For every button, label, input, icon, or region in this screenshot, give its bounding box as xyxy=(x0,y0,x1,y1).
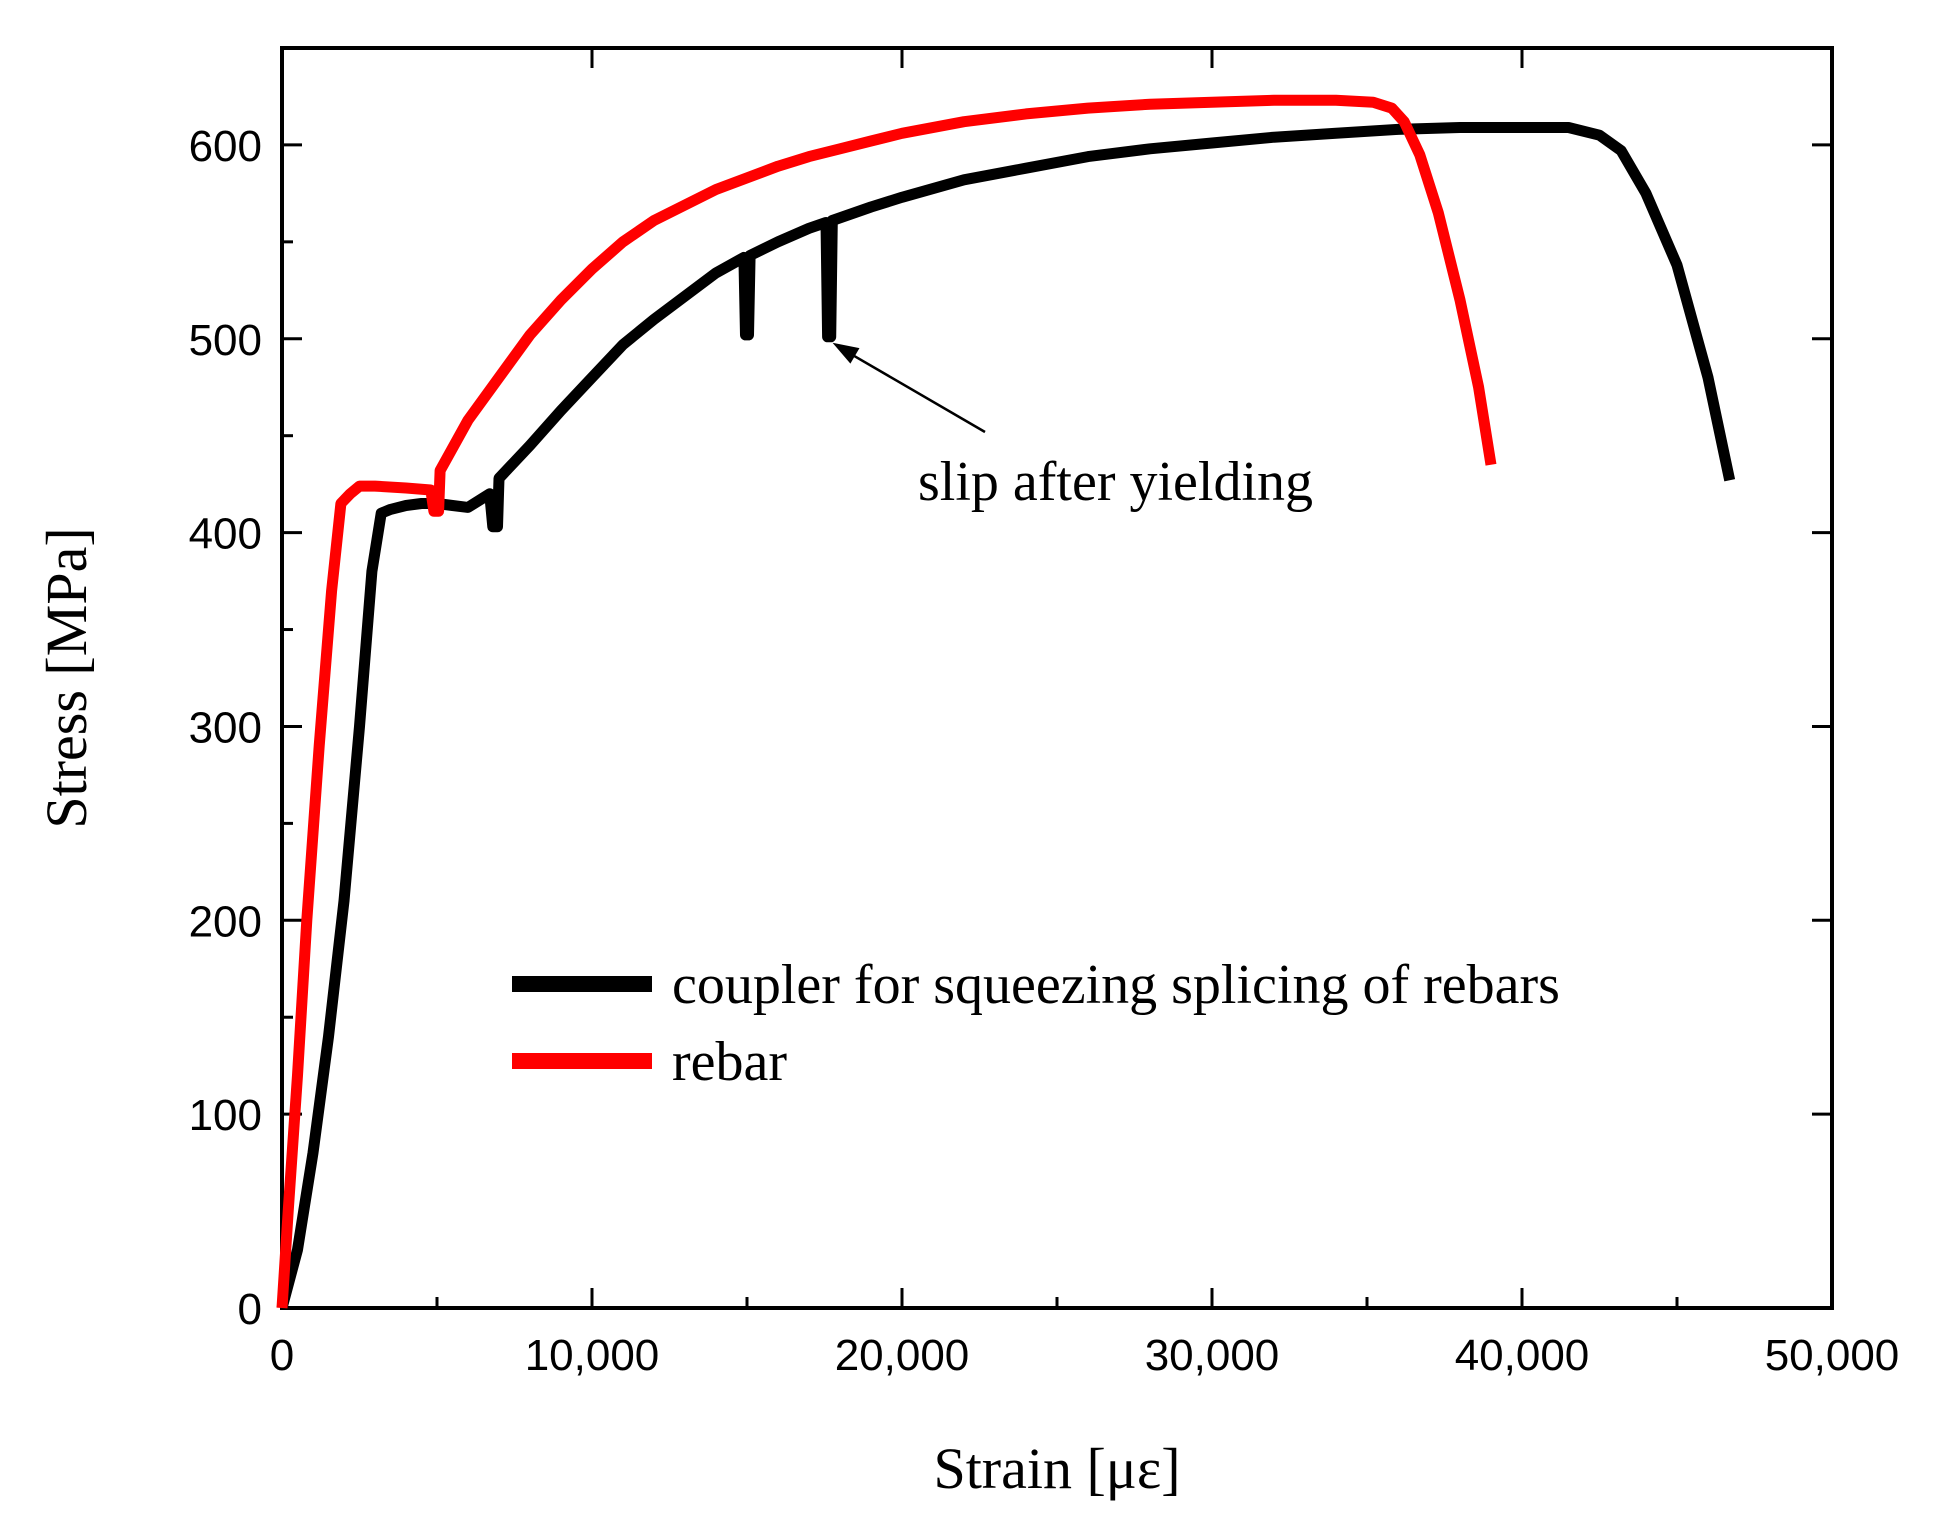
x-tick-label: 50,000 xyxy=(1765,1331,1900,1380)
series-line-coupler xyxy=(276,122,1736,1310)
y-axis-title: Stress [MPa] xyxy=(34,527,99,828)
x-tick-label: 20,000 xyxy=(835,1331,970,1380)
x-axis-title: Strain [με] xyxy=(933,1436,1180,1501)
annotation-arrow xyxy=(849,352,986,434)
annotation-text: slip after yielding xyxy=(918,451,1313,513)
plot-area xyxy=(280,46,1834,1310)
y-tick-label: 300 xyxy=(189,703,262,752)
y-tick-label: 600 xyxy=(189,122,262,171)
legend-label-rebar: rebar xyxy=(672,1031,787,1093)
legend-label-coupler: coupler for squeezing splicing of rebars xyxy=(672,954,1560,1016)
y-tick-label: 400 xyxy=(189,510,262,559)
legend: coupler for squeezing splicing of rebars… xyxy=(512,954,1560,1093)
series-line-rebar xyxy=(276,94,1497,1309)
annotation-arrowhead xyxy=(832,342,860,364)
x-tick-label: 0 xyxy=(270,1331,294,1380)
y-tick-label: 0 xyxy=(238,1285,262,1334)
x-tick-label: 40,000 xyxy=(1455,1331,1590,1380)
y-tick-label: 500 xyxy=(189,316,262,365)
axis-ticks: 0 10,000 20,000 30,000 40,000 50,000 0 100 200 30… xyxy=(189,46,1900,1380)
series-layer xyxy=(276,94,1736,1310)
annotation: slip after yielding xyxy=(832,342,1313,513)
y-tick-label: 200 xyxy=(189,897,262,946)
x-tick-label: 10,000 xyxy=(525,1331,660,1380)
x-tick-label: 30,000 xyxy=(1145,1331,1280,1380)
y-tick-label: 100 xyxy=(189,1091,262,1140)
